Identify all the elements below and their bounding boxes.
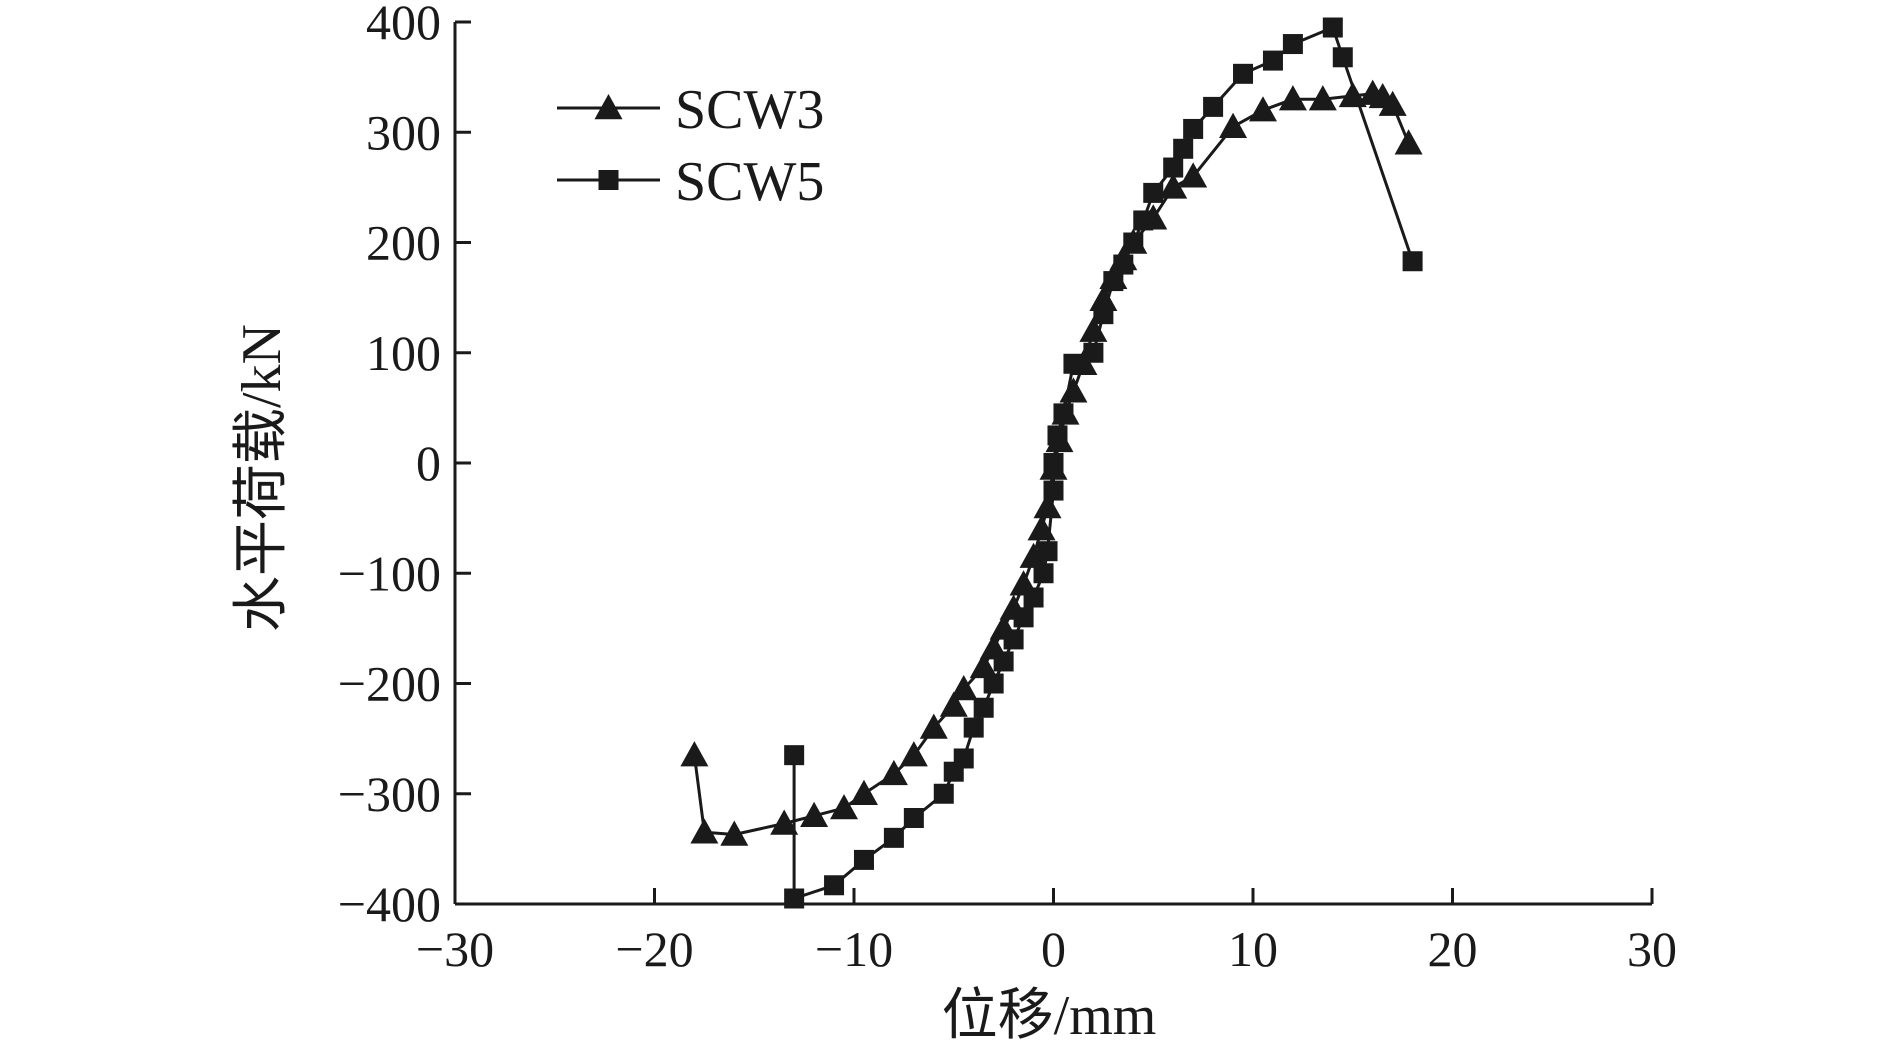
data-point-scw3	[1308, 85, 1337, 111]
data-point-scw3	[969, 652, 998, 679]
data-point-scw5	[1173, 138, 1194, 159]
data-point-scw3	[680, 741, 709, 767]
data-point-scw3	[1219, 112, 1248, 138]
data-point-scw3	[899, 741, 928, 767]
x-tick-label: 0	[1041, 921, 1066, 977]
data-point-scw3	[949, 675, 978, 701]
data-point-scw3	[879, 759, 908, 786]
y-tick-label: 0	[416, 435, 441, 491]
data-point-scw3	[849, 779, 878, 805]
data-point-scw3	[1019, 542, 1048, 568]
y-tick-label: −200	[338, 656, 441, 712]
data-point-scw3	[1248, 96, 1277, 122]
data-point-scw3	[1059, 377, 1088, 403]
legend-marker-scw5	[598, 170, 619, 190]
data-point-scw5	[1013, 607, 1034, 628]
data-point-scw5	[993, 651, 1014, 672]
data-point-scw3	[690, 818, 719, 844]
y-tick-label: −300	[338, 766, 441, 822]
data-point-scw5	[784, 888, 805, 909]
legend-item-scw3: SCW3	[557, 79, 824, 141]
data-point-scw5	[963, 717, 984, 738]
legend-marker-scw3	[594, 94, 623, 120]
data-point-scw5	[1043, 453, 1064, 473]
data-point-scw3	[939, 691, 968, 717]
data-point-scw5	[1123, 232, 1144, 253]
data-point-scw5	[1332, 47, 1353, 68]
data-point-scw5	[853, 849, 874, 870]
data-point-scw5	[883, 827, 904, 848]
data-point-scw5	[1133, 210, 1154, 231]
y-tick-label: 300	[366, 104, 441, 160]
data-point-scw5	[1033, 563, 1054, 584]
data-point-scw3	[1278, 85, 1307, 111]
legend-item-scw5: SCW5	[557, 151, 824, 213]
data-point-scw3	[1159, 173, 1188, 199]
data-point-scw3	[830, 794, 859, 820]
data-point-scw3	[800, 801, 829, 827]
x-axis-label: 位移/mm	[942, 985, 1157, 1047]
data-point-scw5	[1063, 353, 1084, 374]
data-point-scw3	[770, 809, 799, 835]
data-point-scw3	[1394, 129, 1423, 155]
data-point-scw5	[1093, 304, 1114, 325]
series-layer	[680, 17, 1423, 909]
data-point-scw5	[973, 697, 994, 718]
data-point-scw5	[1003, 629, 1024, 650]
data-point-scw3	[1179, 162, 1208, 188]
data-point-scw5	[1163, 157, 1184, 178]
data-point-scw5	[1037, 541, 1058, 562]
y-tick-label: −400	[338, 876, 441, 932]
x-tick-label: 20	[1428, 921, 1478, 977]
data-point-scw5	[983, 673, 1004, 694]
data-point-scw5	[1053, 403, 1074, 424]
y-axis-label: 水平荷载/kN	[231, 324, 293, 632]
data-point-scw5	[1322, 17, 1343, 38]
series-scw5	[784, 17, 1423, 909]
data-point-scw3	[919, 713, 948, 739]
data-point-scw3	[1079, 316, 1108, 342]
data-point-scw5	[1203, 96, 1224, 117]
data-point-scw5	[784, 745, 805, 766]
y-tick-label: 200	[366, 215, 441, 271]
data-point-scw5	[1262, 50, 1283, 71]
data-point-scw5	[824, 875, 845, 896]
x-tick-label: 10	[1228, 921, 1278, 977]
data-point-scw5	[953, 748, 974, 769]
data-point-scw5	[1282, 34, 1303, 55]
data-point-scw5	[1183, 118, 1204, 139]
data-point-scw3	[1378, 90, 1407, 116]
data-point-scw5	[1402, 251, 1423, 272]
x-tick-label: −20	[615, 921, 693, 977]
data-point-scw5	[1113, 254, 1134, 275]
x-tick-label: −30	[416, 921, 494, 977]
x-tick-label: −10	[815, 921, 893, 977]
legend-label: SCW3	[675, 79, 824, 141]
data-point-scw5	[1143, 182, 1164, 203]
data-point-scw5	[1083, 342, 1104, 363]
axes: −30 −20 −10 0 10 20 30−400−300−200−10001002003…	[338, 0, 1677, 977]
y-tick-label: 100	[366, 325, 441, 381]
data-point-scw5	[1047, 425, 1068, 446]
x-tick-label: 30	[1627, 921, 1677, 977]
data-point-scw5	[1103, 271, 1124, 292]
data-point-scw3	[1033, 493, 1062, 519]
data-point-scw5	[933, 783, 954, 804]
legend-label: SCW5	[675, 151, 824, 213]
series-line-scw5	[792, 26, 1415, 900]
y-tick-label: 400	[366, 0, 441, 50]
data-point-scw3	[720, 820, 749, 846]
data-point-scw3	[1338, 81, 1367, 108]
data-point-scw5	[1043, 480, 1064, 501]
data-point-scw5	[1023, 587, 1044, 608]
y-tick-label: −100	[338, 545, 441, 601]
data-point-scw5	[903, 808, 924, 829]
data-point-scw5	[1233, 63, 1254, 84]
legend: SCW3 SCW5	[557, 79, 824, 213]
